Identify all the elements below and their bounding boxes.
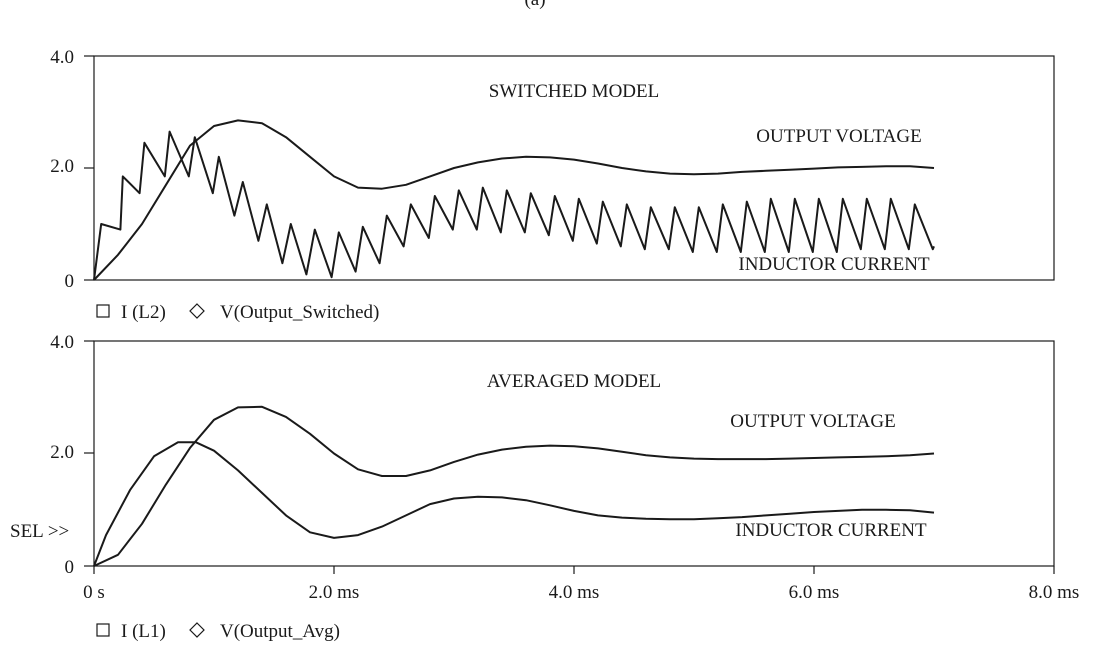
- x-tick-label-4: 4.0 ms: [549, 582, 600, 603]
- y-tick-label-bottom-0: 0: [65, 557, 75, 578]
- legend-square-icon-i-l1: [96, 623, 110, 637]
- figure-label: (a): [524, 0, 545, 10]
- annotation-output-voltage-averaged: OUTPUT VOLTAGE: [730, 411, 895, 432]
- legend-square-icon-i-l2: [96, 304, 110, 318]
- legend-diamond-icon-v-output-avg: [189, 622, 205, 638]
- panel-title-switched: SWITCHED MODEL: [489, 81, 659, 102]
- legend-label-i-l2: I (L2): [121, 302, 166, 323]
- y-tick-label-bottom-2: 2.0: [50, 442, 74, 463]
- annotation-output-voltage-switched: OUTPUT VOLTAGE: [756, 126, 921, 147]
- panel-title-averaged: AVERAGED MODEL: [487, 371, 661, 392]
- series-line-v-output-switched: [93, 119, 935, 281]
- y-tick-label-top-0: 0: [65, 271, 75, 292]
- x-tick-label-8: 8.0 ms: [1029, 582, 1080, 603]
- annotation-inductor-current-switched: INDUCTOR CURRENT: [738, 254, 930, 275]
- series-line-v-output-avg: [93, 405, 935, 567]
- x-tick-label-2: 2.0 ms: [309, 582, 360, 603]
- y-tick-label-top-4: 4.0: [50, 47, 74, 68]
- y-tick-label-top-2: 2.0: [50, 156, 74, 177]
- annotation-inductor-current-averaged: INDUCTOR CURRENT: [735, 520, 927, 541]
- series-line-i-l2: [93, 130, 935, 281]
- legend-label-i-l1: I (L1): [121, 621, 166, 642]
- legend-switched: I (L2) V(Output_Switched): [96, 302, 379, 323]
- legend-averaged: I (L1) V(Output_Avg): [96, 621, 340, 642]
- x-tick-label-0: 0 s: [83, 582, 105, 603]
- legend-label-v-output-avg: V(Output_Avg): [220, 621, 340, 642]
- panel-averaged: 4.0 2.0 0 SEL >> AVERAGED MODEL OUTPUT V…: [10, 332, 1079, 603]
- panel-switched: 4.0 2.0 0 SWITCHED MODEL OUTPUT VOLTAGE …: [50, 47, 1055, 292]
- legend-label-v-output-switched: V(Output_Switched): [220, 302, 379, 323]
- y-tick-label-bottom-4: 4.0: [50, 332, 74, 353]
- legend-diamond-icon-v-output-switched: [189, 303, 205, 319]
- series-line-i-l1: [93, 441, 935, 567]
- x-tick-label-6: 6.0 ms: [789, 582, 840, 603]
- sel-marker-label: SEL >>: [10, 521, 69, 542]
